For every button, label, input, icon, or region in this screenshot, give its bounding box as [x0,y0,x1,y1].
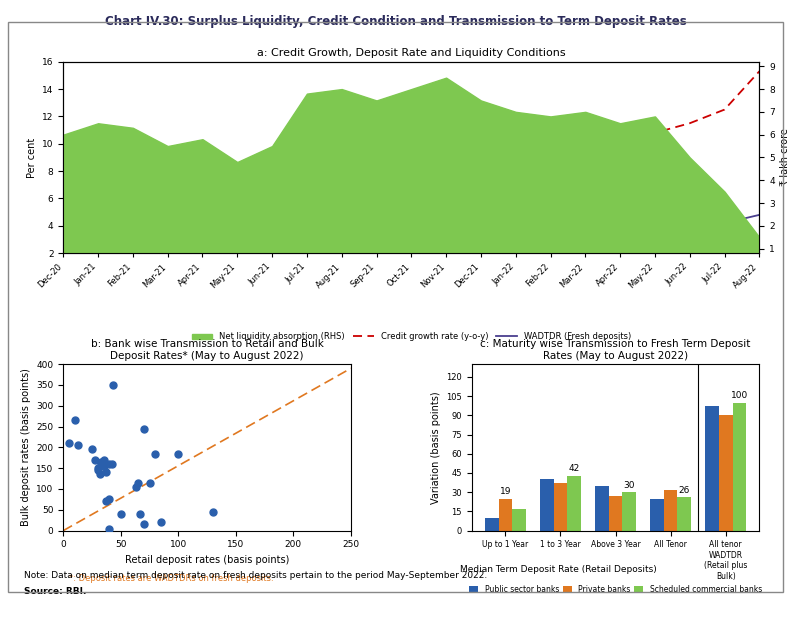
Bar [608,496,623,531]
Legend: Public sector banks, Private banks, Scheduled commercial banks: Public sector banks, Private banks, Sche… [466,582,765,597]
Point [134,509,146,519]
Point [62,438,75,448]
Point [132,478,145,487]
Text: 42: 42 [569,464,580,473]
Point [103,524,115,534]
Point [206,507,219,517]
Y-axis label: Per cent: Per cent [27,138,36,178]
X-axis label: Retail deposit rates (basis points): Retail deposit rates (basis points) [125,555,290,565]
Point [92,465,104,475]
Point [100,497,112,507]
Point [138,520,150,529]
Y-axis label: Bulk deposit rates (basis points): Bulk deposit rates (basis points) [21,368,31,526]
Point [115,509,127,519]
Point [100,468,112,478]
Title: a: Credit Growth, Deposit Rate and Liquidity Conditions: a: Credit Growth, Deposit Rate and Liqui… [257,48,566,58]
Legend: Net liquidity absorption (RHS), Credit growth rate (y-o-y), WADTDR (Fresh deposi: Net liquidity absorption (RHS), Credit g… [188,329,634,345]
Point [95,457,108,467]
Text: 19: 19 [500,487,511,496]
Point [103,494,115,504]
Point [89,455,102,465]
Point [95,459,108,469]
Text: *: Deposit rates are WADTDRs on fresh deposits.: *: Deposit rates are WADTDRs on fresh de… [69,574,274,583]
Text: Median Term Deposit Rate (Retail Deposits): Median Term Deposit Rate (Retail Deposit… [460,565,657,574]
Bar [705,407,719,531]
Bar [650,499,664,531]
Bar [554,483,567,531]
Point [103,459,115,469]
Y-axis label: ₹ lakh crore: ₹ lakh crore [781,128,790,186]
Bar [485,518,498,531]
Point [69,415,81,425]
Title: c: Maturity wise Transmission to Fresh Term Deposit
Rates (May to August 2022): c: Maturity wise Transmission to Fresh T… [480,339,751,360]
Bar [539,479,554,531]
Text: Source: RBI.: Source: RBI. [24,587,86,597]
Point [172,449,184,458]
Point [92,463,104,473]
Point [72,441,85,450]
Point [94,470,107,479]
Point [155,518,168,528]
Y-axis label: Variation (basis points): Variation (basis points) [430,391,441,503]
Bar [623,492,636,531]
Bar [719,415,732,531]
Text: Note: Data on median term deposit rate on fresh deposits pertain to the period M: Note: Data on median term deposit rate o… [24,571,487,580]
Text: Chart IV.30: Surplus Liquidity, Credit Condition and Transmission to Term Deposi: Chart IV.30: Surplus Liquidity, Credit C… [104,15,687,28]
Point [105,459,118,469]
Bar [677,497,691,531]
Point [107,380,119,390]
Point [85,444,98,454]
Title: b: Bank wise Transmission to Retail and Bulk
Deposit Rates* (May to August 2022): b: Bank wise Transmission to Retail and … [91,339,324,360]
Point [97,461,110,471]
Bar [664,490,677,531]
Bar [732,402,746,531]
Point [138,424,150,434]
Bar [567,476,581,531]
Text: 30: 30 [623,481,635,490]
Point [97,455,110,465]
Text: 26: 26 [679,486,690,495]
Point [143,478,156,487]
Point [149,449,161,458]
Bar [595,486,608,531]
Point [130,482,142,492]
Bar [513,509,526,531]
Text: 100: 100 [731,391,748,400]
Bar [498,499,513,531]
